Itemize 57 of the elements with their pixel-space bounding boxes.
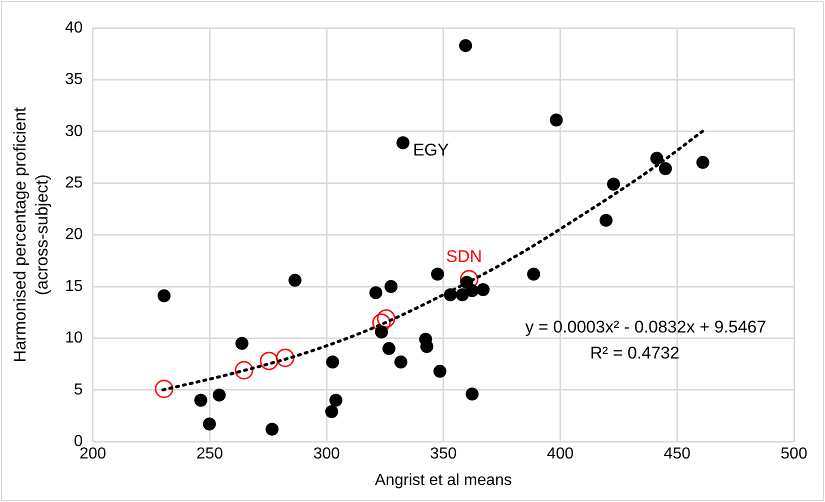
point <box>376 309 396 328</box>
point <box>394 355 408 368</box>
annotation: y = 0.0003x² - 0.0832x + 9.5467 <box>525 318 766 337</box>
y-tick-label: 10 <box>65 330 83 347</box>
annotation: R² = 0.4732 <box>590 344 680 363</box>
y-tick-label: 30 <box>65 122 83 140</box>
annotation: EGY <box>412 140 449 160</box>
x-tick-label: 400 <box>546 446 574 463</box>
point <box>276 348 294 368</box>
point <box>431 268 444 281</box>
point <box>459 39 472 52</box>
point <box>550 114 563 127</box>
point <box>696 156 710 169</box>
point <box>212 388 226 402</box>
point <box>194 394 208 407</box>
point <box>600 214 613 227</box>
x-tick-label: 500 <box>780 446 808 463</box>
y-tick-label: 15 <box>65 278 83 295</box>
point <box>260 352 278 370</box>
point <box>326 355 340 368</box>
y-tick-label: 5 <box>74 381 83 398</box>
point <box>154 380 174 398</box>
y-tick-label: 40 <box>65 19 83 36</box>
point <box>476 283 490 296</box>
point <box>466 388 479 401</box>
y-axis-title: Harmonised percentage proficient (across-subject) <box>10 106 52 362</box>
point <box>372 313 391 332</box>
point <box>607 178 620 191</box>
point <box>202 418 216 431</box>
x-tick-label: 300 <box>313 446 340 463</box>
x-tick-label: 350 <box>430 446 457 463</box>
y-tick-label: 35 <box>65 71 83 88</box>
point <box>234 361 254 380</box>
point <box>158 289 171 302</box>
point <box>266 422 279 436</box>
point <box>466 284 479 298</box>
point <box>396 136 410 150</box>
point <box>374 325 388 338</box>
point <box>527 268 540 281</box>
point <box>456 288 469 302</box>
point <box>650 152 664 165</box>
point <box>369 286 382 300</box>
x-axis-title: Angrist et al means <box>374 472 512 489</box>
point <box>384 280 398 293</box>
x-tick-label: 200 <box>79 446 106 463</box>
point <box>235 336 248 350</box>
point <box>329 394 342 407</box>
point <box>658 162 672 176</box>
point <box>288 274 302 287</box>
point <box>433 364 446 378</box>
x-tick-label: 250 <box>196 446 224 463</box>
y-tick-label: 25 <box>65 174 83 192</box>
y-tick-label: 20 <box>65 226 83 244</box>
annotation: SDN <box>446 246 482 266</box>
point <box>382 342 396 356</box>
point <box>325 405 338 418</box>
x-tick-label: 450 <box>664 446 691 463</box>
